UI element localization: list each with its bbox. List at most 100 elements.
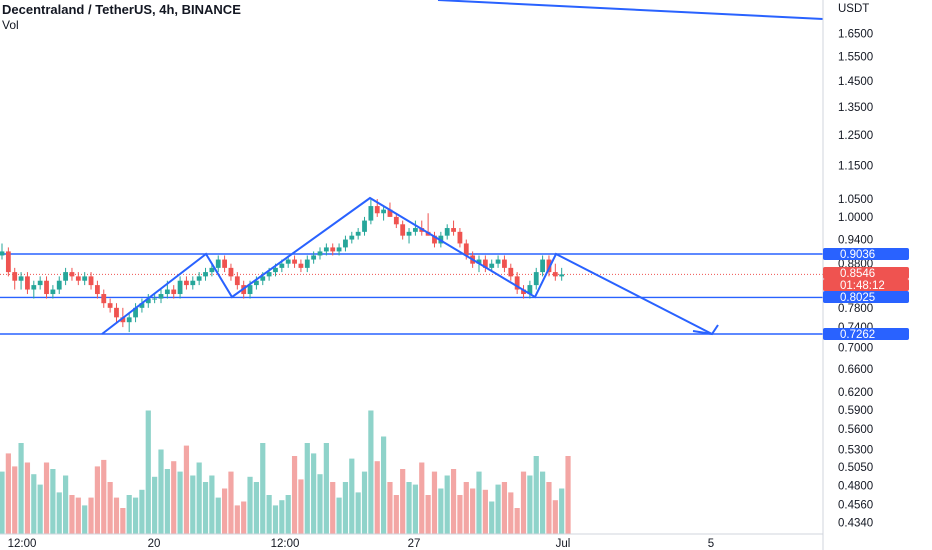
- volume-bar: [393, 495, 399, 534]
- candle-body: [292, 259, 297, 264]
- candle-body: [330, 247, 336, 252]
- volume-bar: [12, 466, 18, 534]
- candle-body: [139, 303, 145, 308]
- price-tag-label: 0.8546: [840, 268, 875, 280]
- candle-body: [0, 251, 5, 256]
- volume-bar: [495, 484, 501, 534]
- pattern-trend-line[interactable]: [101, 196, 713, 335]
- volume-bar: [368, 410, 374, 534]
- volume-bar: [266, 495, 272, 534]
- candle-body: [533, 272, 539, 286]
- volume-bar: [31, 474, 37, 534]
- candle-body: [95, 285, 100, 295]
- price-tag-label: 0.8025: [840, 292, 875, 304]
- volume-bar: [190, 475, 196, 534]
- candle-body: [196, 276, 202, 281]
- volume-bar: [241, 501, 247, 534]
- price-tick-label: 0.5300: [838, 444, 873, 456]
- candle-body: [323, 247, 329, 252]
- volume-bar: [285, 495, 291, 534]
- long-trend-line[interactable]: [437, 0, 824, 20]
- candle-body: [343, 239, 348, 248]
- volume-bar: [253, 482, 259, 534]
- volume-bar: [291, 456, 298, 534]
- volume-bar: [158, 449, 164, 534]
- volume-bar: [425, 495, 431, 534]
- candle-body: [317, 251, 323, 256]
- candle-body: [171, 289, 177, 295]
- price-tick-label: 1.5500: [838, 51, 873, 63]
- candle-body: [63, 272, 68, 281]
- candle-body: [133, 307, 138, 318]
- volume-bar: [279, 500, 285, 534]
- price-tick-label: 0.4800: [838, 481, 873, 493]
- volume-bar: [56, 492, 62, 534]
- arrow-head: [692, 324, 719, 336]
- volume-bar: [508, 492, 514, 534]
- volume-bar: [24, 462, 31, 534]
- volume-bar: [311, 453, 317, 534]
- volume-bar: [400, 469, 406, 534]
- volume-bar: [304, 443, 310, 534]
- time-axis: 12:00 20 12:00 27 Jul 5: [8, 538, 715, 550]
- candle-body: [311, 255, 317, 260]
- volume-bar: [317, 474, 323, 534]
- price-tick-label: 0.9400: [838, 235, 873, 247]
- volume-bar: [222, 488, 228, 534]
- volume-bar: [94, 466, 100, 534]
- price-tag: 0.7262: [823, 328, 909, 341]
- volume-label: Vol: [2, 18, 19, 32]
- volume-bar: [565, 456, 571, 534]
- time-tick-label: 12:00: [8, 538, 37, 550]
- volume-bar: [18, 443, 24, 534]
- volume-bar: [527, 475, 533, 534]
- candle-body: [254, 280, 259, 286]
- candle-body: [234, 276, 240, 286]
- candle-body: [273, 267, 278, 273]
- price-tag: 0.9036: [823, 248, 909, 261]
- price-tick-label: 0.5600: [838, 424, 873, 436]
- price-tick-label: 1.0500: [838, 194, 873, 206]
- candle-body: [260, 276, 266, 281]
- candle-body: [203, 272, 208, 277]
- candle-body: [164, 289, 170, 295]
- candles: [0, 199, 565, 333]
- candle-body: [540, 259, 545, 273]
- volume-bar: [234, 505, 240, 534]
- price-tick-label: 0.6200: [838, 387, 873, 399]
- candle-body: [279, 263, 285, 268]
- candle-body: [50, 289, 56, 295]
- volume-bar: [113, 497, 120, 534]
- candle-body: [31, 285, 37, 290]
- volume-bar: [387, 482, 393, 534]
- candle-body: [552, 272, 558, 277]
- volume-bar: [336, 497, 342, 534]
- volume-bar: [552, 500, 558, 534]
- volume-bar: [145, 410, 151, 534]
- candle-body: [247, 285, 253, 295]
- candle-body: [432, 235, 437, 244]
- candle-body: [209, 267, 215, 273]
- volume-bar: [63, 475, 69, 534]
- candle-body: [336, 247, 342, 252]
- volume-bar: [482, 489, 488, 534]
- candle-body: [451, 228, 456, 232]
- candle-body: [190, 280, 196, 286]
- volume-bar: [533, 456, 539, 534]
- volume-bar: [171, 461, 177, 534]
- candle-body: [177, 280, 183, 295]
- price-tick-label: 1.3500: [838, 102, 873, 114]
- candle-body: [145, 298, 151, 304]
- volume-bar: [202, 482, 209, 534]
- volume-bar: [164, 469, 170, 534]
- candle-body: [457, 231, 463, 244]
- candle-body: [546, 259, 552, 273]
- candle-body: [44, 280, 49, 295]
- candle-body: [37, 280, 43, 286]
- volume-bar: [69, 495, 75, 534]
- volume-bar: [43, 462, 50, 534]
- volume-bar: [463, 482, 469, 534]
- volume-bar: [559, 488, 565, 534]
- volume-bar: [139, 489, 145, 534]
